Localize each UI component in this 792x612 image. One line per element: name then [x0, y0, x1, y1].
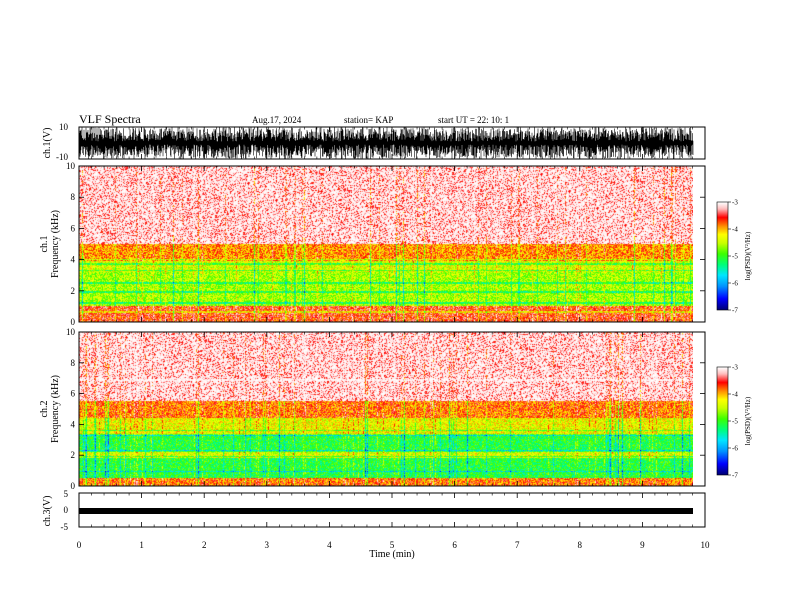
ch2-colorbar-label: log(PSD)(V²/Hz) [744, 396, 752, 445]
ch1-spec-ylabel-top: ch.1 [39, 236, 50, 253]
ch1-spectrogram-image [79, 166, 693, 322]
colorbar-tick-label: -5 [732, 418, 738, 426]
colorbar-tick-label: -3 [732, 364, 738, 372]
time-tick-label: 9 [640, 540, 645, 550]
freq-tick-label: 6 [71, 389, 76, 399]
freq-tick-label: 0 [71, 317, 76, 327]
time-tick-label: 8 [578, 540, 583, 550]
time-tick-label: 10 [701, 540, 711, 550]
ch2-spec-ylabel-top: ch.2 [39, 401, 50, 418]
freq-tick-label: 4 [71, 419, 76, 429]
freq-tick-label: 8 [71, 358, 76, 368]
colorbar-tick-label: -5 [732, 253, 738, 261]
station-label: station= KAP [344, 115, 393, 125]
ch1-ytick-top: 10 [59, 122, 69, 132]
ch2-colorbar-image [717, 367, 728, 475]
time-axis: 0 1 2 3 4 5 6 7 8 9 10 [77, 127, 710, 550]
colorbar-tick-label: -6 [732, 445, 738, 453]
ch2-spectrogram-image [79, 332, 693, 486]
colorbar-tick-label: -3 [732, 199, 738, 207]
time-tick-label: 4 [327, 540, 332, 550]
colorbar-tick-label: -7 [732, 472, 738, 480]
freq-tick-label: 6 [71, 223, 76, 233]
figure-title: VLF Spectra [79, 112, 141, 126]
freq-tick-label: 10 [66, 161, 76, 171]
colorbar-tick-label: -4 [732, 226, 738, 234]
colorbar-tick-label: -4 [732, 391, 738, 399]
ch2-spectrogram-panel: 0 2 4 6 8 10 ch.2 Frequency (kHz) [39, 327, 706, 491]
ch1-colorbar-label: log(PSD)(V²/Hz) [744, 231, 752, 280]
ch1-ytick-bottom: -10 [56, 152, 68, 162]
ch3-waveform-trace [79, 508, 693, 514]
ch3-ytick-mid: 0 [64, 505, 69, 515]
colorbar-tick-label: -7 [732, 307, 738, 315]
ch1-waveform-path [78, 127, 694, 159]
time-tick-label: 2 [202, 540, 207, 550]
time-axis-label: Time (min) [369, 549, 414, 560]
time-tick-label: 1 [139, 540, 144, 550]
ch1-colorbar-image [717, 202, 728, 310]
ch2-colorbar: -3 -4 -5 -6 -7 log(PSD)(V²/Hz) [716, 364, 752, 480]
ch1-colorbar: -3 -4 -5 -6 -7 log(PSD)(V²/Hz) [716, 199, 752, 315]
ch1-spec-ylabel-bottom: Frequency (kHz) [50, 210, 61, 278]
ch1-ylabel: ch.1(V) [42, 128, 53, 159]
ch1-waveform-trace [78, 127, 694, 159]
freq-tick-label: 2 [71, 286, 76, 296]
freq-tick-label: 10 [66, 327, 76, 337]
ch2-spec-ylabel-bottom: Frequency (kHz) [50, 375, 61, 443]
time-tick-label: 0 [77, 540, 82, 550]
ch3-ytick-bottom: -5 [61, 522, 69, 532]
ch3-ytick-top: 5 [64, 489, 69, 499]
time-tick-label: 7 [515, 540, 520, 550]
time-tick-label: 5 [390, 540, 395, 550]
date-label: Aug.17, 2024 [252, 115, 302, 125]
ch3-ylabel: ch.3(V) [42, 496, 53, 527]
time-tick-label: 6 [452, 540, 457, 550]
ch1-spectrogram-panel: 0 2 4 6 8 10 ch.1 Frequency (kHz) [39, 161, 706, 327]
freq-tick-label: 8 [71, 192, 76, 202]
colorbar-tick-label: -6 [732, 280, 738, 288]
freq-tick-label: 4 [71, 255, 76, 265]
freq-tick-label: 2 [71, 450, 76, 460]
start-ut-label: start UT = 22: 10: 1 [438, 115, 509, 125]
time-tick-label: 3 [265, 540, 270, 550]
freq-tick-label: 0 [71, 481, 76, 491]
